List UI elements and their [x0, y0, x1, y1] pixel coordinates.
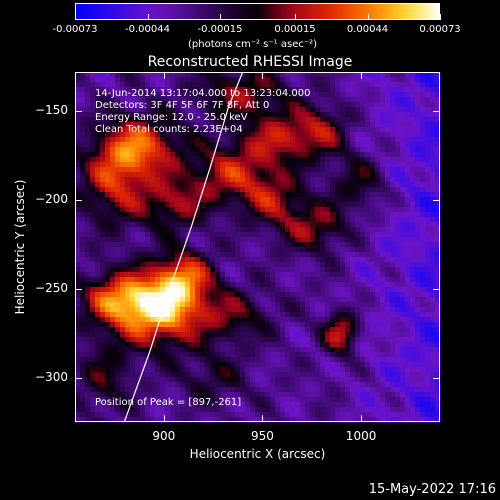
colorbar-tick-label: -0.00044 [125, 24, 170, 35]
colorbar-tick-label: -0.00015 [197, 24, 243, 35]
x-tick-mark [163, 72, 165, 79]
y-tick-label: −300 [35, 369, 68, 384]
y-tick-label: −200 [35, 191, 68, 206]
footer-date: 15-May-2022 17:16 [368, 482, 496, 497]
annotation-peak-position: Position of Peak = [897,-261] [95, 397, 242, 408]
y-tick-mark [433, 377, 440, 379]
y-tick-mark [433, 288, 440, 290]
annotation-clean: Clean Total counts: 2.23E+04 [95, 124, 243, 135]
annotation-time: 14-Jun-2014 13:17:04.000 to 13:23:04.000 [95, 88, 311, 99]
annotation-energy: Energy Range: 12.0 - 25.0 keV [95, 112, 248, 123]
x-tick-mark [361, 72, 363, 79]
x-axis-label: Heliocentric X (arcsec) [189, 447, 326, 461]
x-tick-mark [262, 415, 264, 422]
colorbar-tick-mark [367, 14, 369, 20]
colorbar-tick-mark [147, 14, 149, 20]
colorbar-tick-mark [75, 14, 76, 20]
y-tick-mark [75, 199, 82, 201]
y-tick-mark [433, 111, 440, 113]
y-axis-label: Heliocentric Y (arcsec) [13, 179, 27, 315]
chart-title: Reconstructed RHESSI Image [147, 54, 353, 70]
y-tick-mark [75, 377, 82, 379]
x-tick-label: 1000 [345, 429, 377, 443]
solar-limb-line [123, 71, 244, 423]
y-tick-label: −150 [35, 103, 68, 118]
y-tick-label: −250 [35, 280, 68, 295]
y-tick-mark [75, 288, 82, 290]
x-tick-mark [163, 415, 165, 422]
colorbar-tick-label: 0.00015 [274, 24, 316, 35]
colorbar-tick-label: -0.00073 [52, 24, 98, 35]
y-tick-mark [75, 111, 82, 113]
x-tick-label: 950 [250, 429, 274, 443]
colorbar-tick-label: 0.00073 [419, 24, 461, 35]
x-tick-mark [262, 72, 264, 79]
colorbar-unit-label: (photons cm⁻² s⁻¹ asec⁻²) [188, 39, 318, 50]
colorbar-tick-mark [220, 14, 221, 20]
colorbar-tick-mark [440, 14, 441, 20]
x-tick-mark [361, 415, 363, 422]
annotation-detectors: Detectors: 3F 4F 5F 6F 7F 8F, Att 0 [95, 100, 270, 111]
colorbar-tick-label: 0.00044 [346, 24, 389, 35]
colorbar [75, 3, 440, 20]
colorbar-tick-mark [295, 14, 296, 20]
x-tick-label: 900 [152, 429, 176, 443]
y-tick-mark [433, 199, 440, 201]
